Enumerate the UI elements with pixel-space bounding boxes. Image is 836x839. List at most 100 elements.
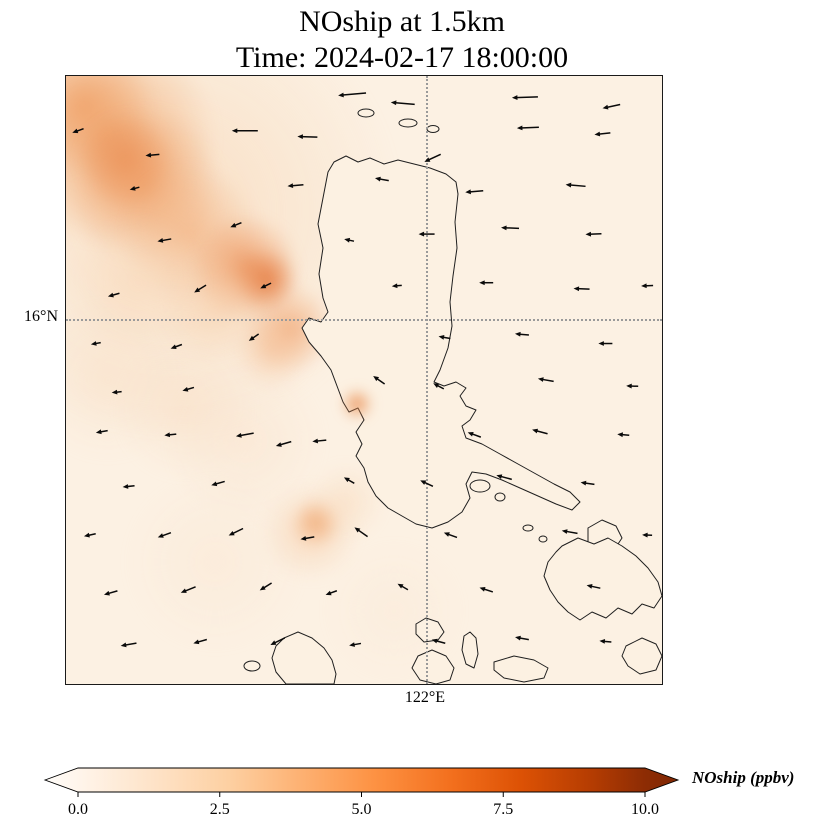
wind-arrow [479,587,494,593]
wind-arrow [111,389,122,395]
wind-arrow [297,134,318,140]
wind-arrow [532,428,548,435]
wind-arrow [312,438,327,444]
wind-arrow [641,283,654,289]
south-islet [243,660,261,672]
wind-arrow [122,484,135,489]
wind-arrow [501,225,520,231]
title-line-1: NOship at 1.5km [299,5,505,38]
mindoro-island [271,631,337,684]
coastlines [243,108,662,684]
colorbar: 0.0 2.5 5.0 7.5 10.0 [43,767,680,818]
wind-arrow [573,286,590,292]
heat-blob [340,388,373,421]
wind-arrow [230,222,242,228]
heat-blob [66,300,188,460]
wind-arrow [120,642,137,648]
wind-arrow [145,152,160,158]
wind-arrow [390,100,415,106]
wind-arrow [275,440,292,447]
wind-arrow [626,383,639,389]
wind-arrow [511,95,538,100]
wind-arrow [182,386,195,392]
wind-arrow [516,125,539,131]
wind-arrow [496,474,512,481]
wind-arrow [465,189,484,195]
colorbar-tick-label: 0.0 [68,801,88,818]
wind-vector-arrows [72,92,654,648]
wind-arrow [373,375,386,385]
north-islet [357,108,375,118]
wind-arrow [170,343,183,349]
wind-arrow [259,582,272,591]
marinduque-island [415,617,445,643]
colorbar-tick-label: 7.5 [493,801,513,818]
wind-arrow [343,477,355,484]
x-axis-tick-label: 122°E [404,689,446,706]
wind-arrow [374,176,389,182]
title-line-2: Time: 2024-02-17 18:00:00 [235,41,569,74]
southeast-island [543,537,662,621]
visayas-island [411,649,455,684]
east-islet [538,535,548,543]
heat-blob [260,482,361,582]
wind-arrow [231,128,258,134]
wind-arrow [433,383,445,390]
east-islet [522,524,534,532]
wind-arrow [83,532,96,538]
wind-arrow [95,429,108,435]
wind-arrow [103,590,118,596]
wind-arrow [438,334,451,340]
wind-arrow [580,480,595,486]
wind-arrow [72,127,84,134]
wind-arrow [193,638,208,645]
north-islet [398,118,418,128]
southeast-islet [621,637,662,675]
wind-arrow [431,638,446,644]
wind-arrow [164,432,177,438]
wind-arrow [228,527,244,536]
east-island [469,479,491,493]
wind-arrow [594,131,611,137]
wind-arrow [420,480,434,487]
wind-arrow [157,531,172,538]
wind-arrow [391,283,402,289]
colorbar-tick-label: 5.0 [352,801,372,818]
wind-arrow [586,584,601,589]
heat-blob [231,309,312,390]
wind-arrow [287,183,304,189]
wind-arrow [418,231,435,237]
longitude-gridline [425,76,428,684]
heat-blob [115,340,256,481]
wind-arrow [561,529,578,535]
wind-arrow [338,92,367,98]
wind-arrow [443,532,458,539]
y-axis-tick-label: 16°N [24,308,58,326]
visayas-island [493,655,549,683]
luzon-coastline [301,155,581,529]
heat-blob [125,472,305,653]
east-island [494,492,506,502]
wind-arrow [194,284,207,293]
wind-arrow [260,282,272,289]
wind-arrow [248,333,260,341]
wind-arrow [397,583,409,591]
wind-arrow [90,341,101,346]
wind-arrow [129,186,140,191]
concentration-heatmap-overlay [66,76,662,684]
wind-arrow [467,431,482,438]
colorbar-ramp [43,767,680,793]
plot-title: NOship at 1.5km Time: 2024-02-17 18:00:0… [0,4,804,76]
wind-arrow [344,237,355,243]
wind-arrow [514,331,529,337]
wind-arrow [270,637,286,645]
wind-arrow [424,153,442,162]
wind-arrow [617,432,630,438]
wind-arrow [349,642,362,647]
wind-arrow [642,532,653,538]
wind-arrow [157,238,172,243]
wind-arrow [565,182,586,188]
wind-arrow [602,103,621,110]
wind-arrow [211,480,225,487]
wind-arrow [479,280,494,286]
